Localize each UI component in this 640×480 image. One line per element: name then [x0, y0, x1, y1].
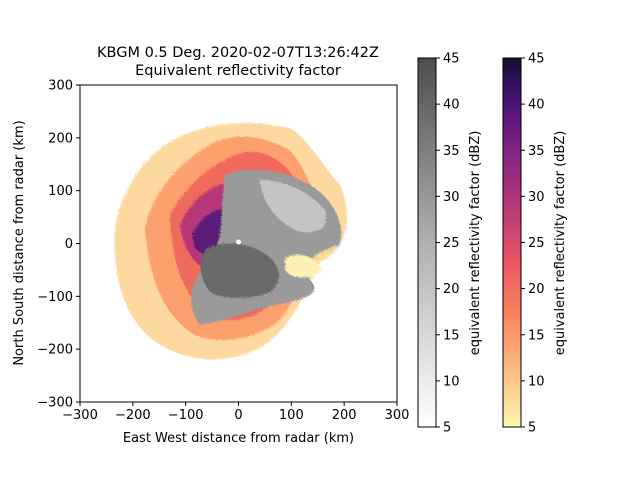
y-tick-label: −200	[37, 343, 73, 358]
colorbar-tick-label: 40	[528, 98, 545, 113]
echo-yellow-spot	[285, 254, 322, 278]
colorbar-tick-label: 5	[443, 421, 451, 436]
colorbar-tick-label: 45	[528, 52, 545, 67]
colorbar-tick-label: 45	[443, 52, 460, 67]
radar-echo-field	[114, 122, 348, 360]
colorbar-tick-label: 40	[443, 98, 460, 113]
y-tick-label: −300	[37, 396, 73, 411]
y-axis-label: North South distance from radar (km)	[12, 120, 27, 365]
chart-title-line2: Equivalent reflectivity factor	[135, 63, 341, 79]
colorbar-tick-label: 5	[528, 421, 536, 436]
colorbar-gray-label: equivalent reflectivity factor (dBZ)	[468, 131, 483, 356]
x-axis: −300 −200 −100 0 100 200 300	[62, 402, 409, 423]
colorbar-magma-label: equivalent reflectivity factor (dBZ)	[553, 131, 568, 356]
x-tick-label: 300	[385, 408, 410, 423]
colorbar-tick-label: 15	[528, 328, 545, 343]
y-axis: −300 −200 −100 0 100 200 300	[37, 79, 80, 411]
x-axis-label: East West distance from radar (km)	[123, 431, 354, 446]
colorbar-tick-label: 20	[528, 282, 545, 297]
y-tick-label: 300	[48, 79, 73, 94]
colorbar-tick-label: 10	[528, 374, 545, 389]
colorbar-tick-label: 25	[443, 236, 460, 251]
x-tick-label: 100	[279, 408, 304, 423]
x-tick-label: 200	[332, 408, 357, 423]
y-tick-label: −100	[37, 290, 73, 305]
y-tick-label: 0	[65, 237, 73, 252]
echo-light-gray	[260, 180, 327, 233]
chart-title-line1: KBGM 0.5 Deg. 2020-02-07T13:26:42Z	[97, 45, 379, 61]
x-tick-label: −200	[115, 408, 151, 423]
x-tick-label: 0	[234, 408, 242, 423]
colorbar-tick-label: 35	[528, 144, 545, 159]
x-tick-label: −100	[168, 408, 204, 423]
x-tick-label: −300	[62, 408, 98, 423]
colorbar-tick-label: 15	[443, 328, 460, 343]
colorbar-gray-fill	[417, 57, 437, 428]
y-tick-label: 100	[48, 184, 73, 199]
colorbar-tick-label: 10	[443, 374, 460, 389]
y-tick-label: 200	[48, 131, 73, 146]
colorbar-tick-label: 35	[443, 144, 460, 159]
colorbar-tick-label: 20	[443, 282, 460, 297]
colorbar-tick-label: 25	[528, 236, 545, 251]
colorbar-tick-label: 30	[443, 190, 460, 205]
colorbar-gray: 5 10 15 20 25 30 35 40 45 equivalent reflectivit…	[417, 52, 483, 436]
colorbar-magma-fill	[502, 57, 522, 428]
colorbar-magma: 5 10 15 20 25 30 35 40 45 equivalent reflectivit…	[502, 52, 568, 436]
colorbar-tick-label: 30	[528, 190, 545, 205]
radar-site-marker	[236, 239, 241, 245]
echo-dark-gray	[200, 243, 279, 298]
